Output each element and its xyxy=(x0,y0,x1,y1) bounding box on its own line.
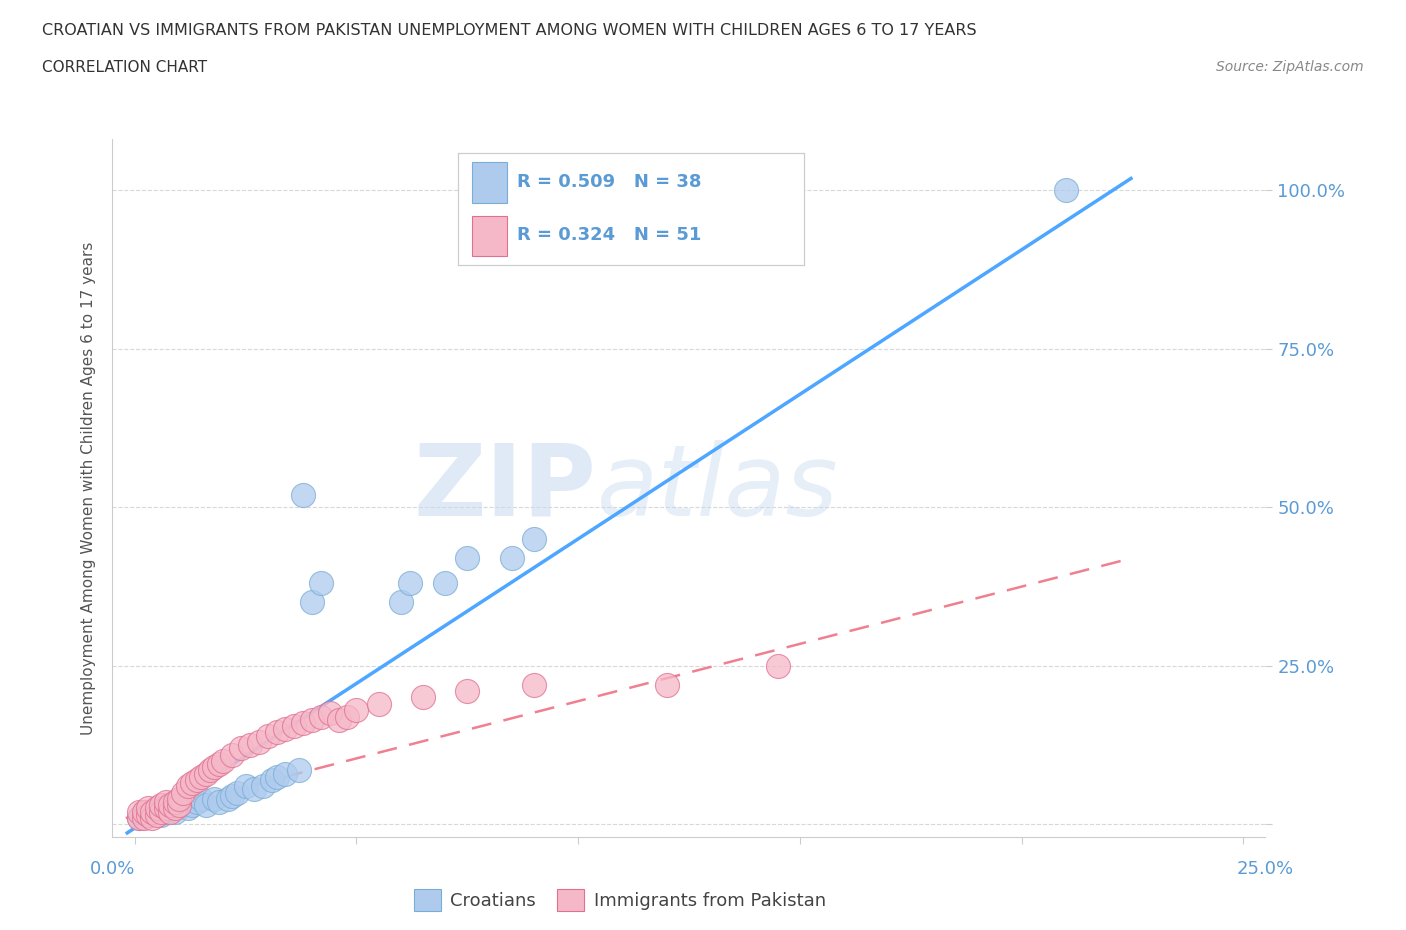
Point xyxy=(204,760,226,775)
Point xyxy=(367,697,389,711)
Point xyxy=(221,747,243,762)
Point xyxy=(172,798,194,813)
Point xyxy=(150,807,173,822)
Point xyxy=(523,532,546,547)
Legend: Croatians, Immigrants from Pakistan: Croatians, Immigrants from Pakistan xyxy=(406,883,832,919)
Y-axis label: Unemployment Among Women with Children Ages 6 to 17 years: Unemployment Among Women with Children A… xyxy=(80,242,96,735)
Point xyxy=(163,804,186,819)
Point xyxy=(198,763,221,777)
Point xyxy=(266,725,288,740)
Point xyxy=(155,794,177,809)
Point xyxy=(239,737,262,752)
Point xyxy=(132,811,155,826)
Point xyxy=(212,753,235,768)
Point xyxy=(190,769,212,784)
Point xyxy=(344,703,367,718)
Text: atlas: atlas xyxy=(596,440,838,537)
Point xyxy=(292,715,315,730)
Point xyxy=(523,677,546,692)
Point xyxy=(319,706,342,721)
Point xyxy=(150,798,173,813)
Point xyxy=(194,766,217,781)
Point xyxy=(208,757,231,772)
Point xyxy=(309,576,332,591)
Point xyxy=(146,801,169,816)
Point xyxy=(501,551,523,565)
Point xyxy=(132,804,155,819)
Point xyxy=(150,804,173,819)
Point xyxy=(292,487,315,502)
Point xyxy=(136,807,159,822)
Point xyxy=(456,551,478,565)
Point xyxy=(398,576,420,591)
Point xyxy=(136,807,159,822)
Point xyxy=(177,778,200,793)
Point xyxy=(434,576,457,591)
Point xyxy=(128,811,150,826)
Point xyxy=(159,798,181,813)
Point xyxy=(167,798,190,813)
Point xyxy=(146,807,169,822)
Point xyxy=(155,804,177,819)
Point xyxy=(283,719,305,734)
Text: CORRELATION CHART: CORRELATION CHART xyxy=(42,60,207,75)
Point xyxy=(141,804,163,819)
Text: CROATIAN VS IMMIGRANTS FROM PAKISTAN UNEMPLOYMENT AMONG WOMEN WITH CHILDREN AGES: CROATIAN VS IMMIGRANTS FROM PAKISTAN UNE… xyxy=(42,23,977,38)
Point xyxy=(177,801,200,816)
Point xyxy=(766,658,789,673)
Point xyxy=(186,773,208,788)
Point xyxy=(159,801,181,816)
Point xyxy=(159,804,181,819)
Point xyxy=(1054,183,1077,198)
Point xyxy=(301,712,323,727)
Point xyxy=(141,804,163,819)
Point xyxy=(163,801,186,816)
Point xyxy=(167,791,190,806)
Point xyxy=(204,791,226,806)
Point xyxy=(155,801,177,816)
Point xyxy=(309,709,332,724)
Text: Source: ZipAtlas.com: Source: ZipAtlas.com xyxy=(1216,60,1364,74)
Point xyxy=(225,785,247,800)
Point xyxy=(128,804,150,819)
Point xyxy=(456,684,478,698)
Point xyxy=(301,595,323,610)
Point xyxy=(217,791,239,806)
Point xyxy=(132,804,155,819)
Point xyxy=(252,778,274,793)
Point xyxy=(274,766,297,781)
Point xyxy=(190,791,212,806)
Point xyxy=(389,595,412,610)
Point xyxy=(172,785,194,800)
Point xyxy=(328,712,350,727)
Point xyxy=(186,794,208,809)
Point xyxy=(243,782,266,797)
Point xyxy=(262,773,284,788)
Point xyxy=(181,776,204,790)
Point xyxy=(136,801,159,816)
Point xyxy=(274,722,297,737)
Point xyxy=(412,690,434,705)
Point xyxy=(128,811,150,826)
Point xyxy=(163,794,186,809)
Point xyxy=(336,709,359,724)
Point xyxy=(229,741,252,756)
Point xyxy=(655,677,678,692)
Point xyxy=(235,778,257,793)
Point xyxy=(181,798,204,813)
Text: ZIP: ZIP xyxy=(413,440,596,537)
Point xyxy=(221,789,243,804)
Point xyxy=(194,798,217,813)
Text: 25.0%: 25.0% xyxy=(1237,860,1294,878)
Point xyxy=(287,763,309,777)
Point xyxy=(167,798,190,813)
Point xyxy=(256,728,278,743)
Point xyxy=(141,811,163,826)
Point xyxy=(146,801,169,816)
Text: 0.0%: 0.0% xyxy=(90,860,135,878)
Point xyxy=(208,794,231,809)
Point xyxy=(266,769,288,784)
Point xyxy=(247,735,270,750)
